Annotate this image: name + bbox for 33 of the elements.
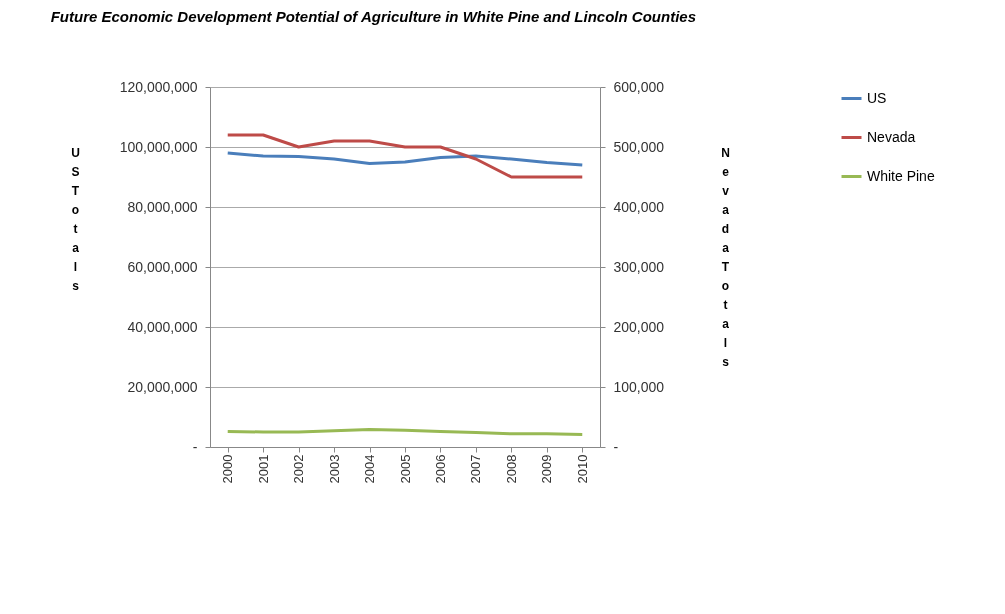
y-tick-label: 100,000,000 (119, 138, 198, 155)
x-tick-label: 2008 (503, 454, 519, 484)
y2-tick-label: 600,000 (613, 78, 665, 95)
x-tick-label: 2000 (220, 454, 236, 484)
x-tick-label: 2006 (432, 454, 448, 484)
x-tick-label: 2003 (326, 454, 342, 484)
x-tick-label: 2001 (255, 454, 271, 484)
x-tick-label: 2009 (539, 454, 555, 484)
legend-label: White Pine (867, 167, 935, 184)
x-tick-label: 2007 (468, 454, 484, 484)
legend-label: Nevada (867, 128, 916, 145)
y-tick-label: 60,000,000 (127, 258, 198, 275)
y2-tick-label: - (613, 438, 619, 455)
y2-tick-label: 200,000 (613, 318, 665, 335)
x-tick-label: 2004 (362, 454, 378, 484)
legend-label: US (867, 89, 887, 106)
x-tick-label: 2002 (291, 454, 307, 484)
y-tick-label: 20,000,000 (127, 378, 198, 395)
y-tick-label: 40,000,000 (127, 318, 198, 335)
x-tick-label: 2010 (574, 454, 590, 484)
y2-tick-label: 300,000 (613, 258, 665, 275)
text: Nevada Totals (721, 145, 730, 369)
y-tick-label: 120,000,000 (119, 78, 198, 95)
y-axis-title: US Totals (71, 145, 80, 293)
y-tick-label: - (192, 438, 198, 455)
line-series (226, 151, 584, 167)
y-tick-label: 80,000,000 (127, 198, 198, 215)
y2-tick-label: 500,000 (613, 138, 665, 155)
y2-tick-label: 100,000 (613, 378, 665, 395)
line-series (226, 133, 584, 179)
y2-tick-label: 400,000 (613, 198, 665, 215)
chart-title: Future Economic Development Potential of Agriculture in White Pine and Lincoln Counties (50, 8, 696, 25)
x-tick-label: 2005 (397, 454, 413, 484)
